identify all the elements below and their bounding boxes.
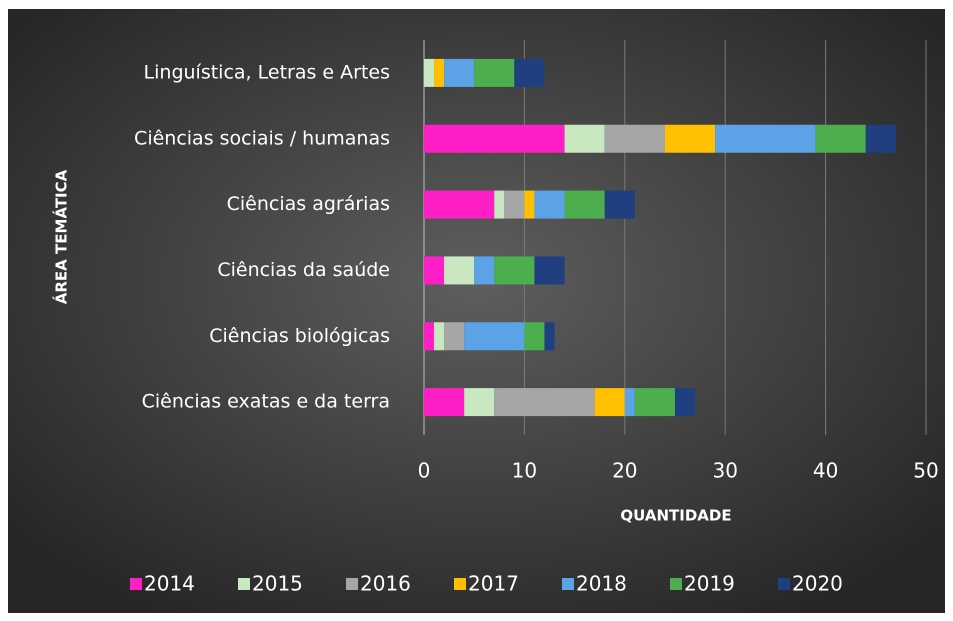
bar-segment (564, 190, 605, 219)
bar-segment (504, 190, 525, 219)
bar-segment (474, 58, 515, 87)
bar-segment (464, 322, 525, 351)
bar-segment (424, 58, 435, 87)
legend-swatch (670, 578, 682, 590)
bar-segment (865, 124, 896, 153)
y-tick-label: Ciências sociais / humanas (134, 127, 390, 149)
bar-segment (444, 256, 475, 285)
bar-segment (444, 58, 475, 87)
legend-swatch (346, 578, 358, 590)
bar-segment (815, 124, 866, 153)
bar-segment (434, 322, 445, 351)
y-tick-label: Ciências biológicas (209, 325, 390, 347)
legend-label: 2014 (144, 572, 195, 596)
bar-segment (474, 256, 495, 285)
bar-segment (424, 256, 445, 285)
bar-segment (494, 388, 595, 417)
bar-segment (424, 322, 435, 351)
bar-segment (604, 190, 635, 219)
chart-background (8, 9, 945, 613)
y-tick-label: Ciências agrárias (227, 193, 390, 215)
x-tick-label: 0 (418, 459, 431, 483)
x-tick-label: 20 (612, 459, 637, 483)
y-axis-title: ÁREA TEMÁTICA (52, 169, 71, 304)
bar-segment (675, 388, 696, 417)
legend-label: 2018 (576, 572, 627, 596)
legend-label: 2016 (360, 572, 411, 596)
bar-segment (514, 58, 545, 87)
bar-segment (444, 322, 465, 351)
y-tick-label: Ciências exatas e da terra (142, 391, 390, 413)
bar-segment (664, 124, 716, 153)
bar-segment (424, 388, 465, 417)
bar-segment (534, 190, 565, 219)
bar-segment (464, 388, 495, 417)
legend-swatch (778, 578, 790, 590)
bar-segment (434, 58, 445, 87)
legend-swatch (238, 578, 250, 590)
legend-label: 2015 (252, 572, 303, 596)
x-tick-label: 10 (512, 459, 537, 483)
x-tick-label: 30 (712, 459, 737, 483)
bar-segment (524, 190, 535, 219)
bar-segment (494, 256, 535, 285)
x-tick-label: 50 (913, 459, 938, 483)
y-tick-label: Ciências da saúde (217, 259, 390, 281)
bar-segment (715, 124, 816, 153)
legend-label: 2020 (792, 572, 843, 596)
legend-swatch (454, 578, 466, 590)
bar-segment (634, 388, 675, 417)
bar-segment (594, 388, 625, 417)
bar-segment (424, 190, 495, 219)
x-axis-title: QUANTIDADE (620, 507, 731, 525)
bar-segment (424, 124, 565, 153)
legend-swatch (130, 578, 142, 590)
bar-segment (564, 124, 605, 153)
legend-label: 2019 (684, 572, 735, 596)
bar-segment (494, 190, 505, 219)
bar-segment (544, 322, 555, 351)
y-tick-label: Linguística, Letras e Artes (144, 61, 390, 83)
bar-segment (604, 124, 665, 153)
bar-segment (624, 388, 635, 417)
legend-swatch (562, 578, 574, 590)
legend-label: 2017 (468, 572, 519, 596)
bar-segment (524, 322, 545, 351)
x-tick-label: 40 (813, 459, 838, 483)
bar-segment (534, 256, 565, 285)
